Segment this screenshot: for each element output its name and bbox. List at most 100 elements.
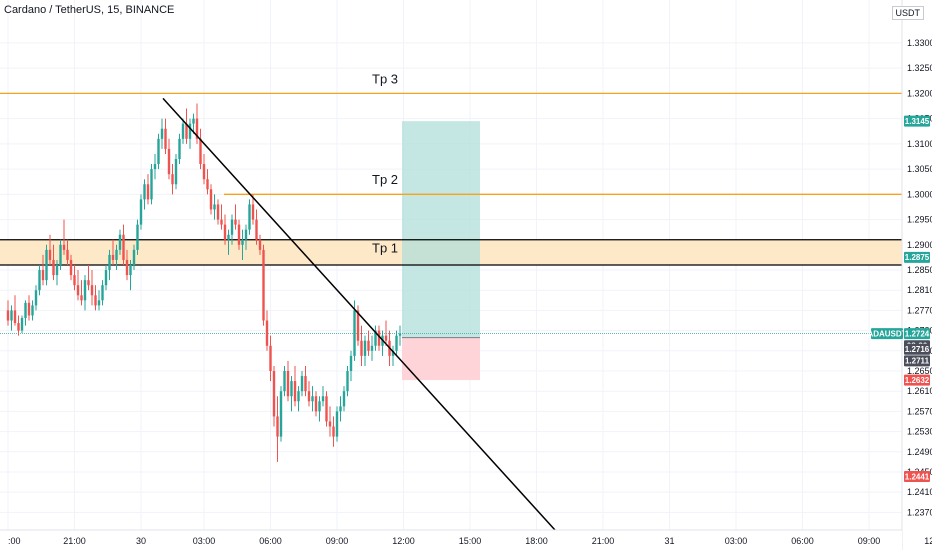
candle-body	[27, 302, 31, 316]
candle-body	[230, 219, 234, 235]
time-tick-label: 03:00	[193, 536, 216, 546]
price-tick-label: 1.2650	[907, 366, 932, 376]
price-tick-label: 1.2570	[907, 406, 932, 416]
candle-body	[104, 270, 108, 286]
currency-label[interactable]: USDT	[891, 6, 924, 20]
price-badge	[904, 251, 930, 263]
candle-body	[332, 426, 335, 437]
candle-body	[335, 411, 339, 437]
candle-body	[227, 234, 230, 240]
candle-body	[6, 310, 10, 321]
candle-body	[146, 184, 150, 200]
candle-body	[59, 244, 62, 265]
candle-body	[311, 396, 314, 402]
candle-body	[216, 204, 220, 220]
tp-labels: Tp 3 Tp 2 Tp 1	[372, 71, 398, 255]
candle-body	[143, 184, 146, 200]
price-tick-label: 1.3000	[907, 189, 932, 199]
price-badge-label: 1.2441	[905, 472, 930, 481]
candle-body	[209, 189, 213, 210]
candle-body	[178, 138, 181, 159]
price-tick-label: 1.2950	[907, 215, 932, 225]
candle-body	[17, 323, 20, 331]
candle-body	[41, 270, 45, 281]
candle-body	[251, 204, 255, 220]
time-tick-label: 12:00	[392, 536, 415, 546]
tp-label-1: Tp 1	[372, 240, 398, 255]
candle-body	[363, 340, 367, 356]
time-tick-label: 06:00	[791, 536, 814, 546]
candle-body	[13, 310, 17, 324]
candle-body	[237, 224, 241, 245]
candle-body	[150, 169, 153, 200]
candle-body	[34, 290, 38, 306]
candle-body	[339, 406, 342, 412]
candle-body	[199, 138, 202, 165]
candle-body	[290, 381, 293, 397]
candle-body	[45, 249, 48, 281]
candle-body	[129, 265, 132, 276]
time-tick-label: 09:00	[326, 536, 349, 546]
candle-body	[234, 219, 237, 225]
candle-body	[24, 302, 27, 318]
candle-body	[181, 123, 185, 139]
price-badge	[871, 328, 903, 340]
price-tick-label: 1.2530	[907, 427, 932, 437]
candle-body	[153, 164, 157, 170]
candle-body	[293, 381, 297, 402]
candle-body	[367, 340, 370, 351]
candle-body	[223, 224, 227, 240]
chart-title: Cardano / TetherUS, 15, BINANCE	[4, 4, 175, 16]
price-badge	[904, 374, 930, 386]
candle-body	[69, 259, 73, 276]
time-tick-label: 21:00	[592, 536, 615, 546]
candle-body	[206, 179, 209, 190]
horizontal-lines[interactable]	[0, 92, 902, 335]
candle-body	[255, 219, 258, 240]
time-axis[interactable]: :00 21:00 30 03:00 06:00 09:00 12:00 15:00 18:00…	[0, 529, 932, 550]
candle-body	[304, 376, 307, 392]
candle-body	[108, 254, 111, 271]
time-tick-label: 30	[136, 536, 146, 546]
price-tick-label: 1.2770	[907, 305, 932, 315]
candle-body	[269, 345, 272, 371]
target-area	[402, 121, 480, 338]
time-axis-bg	[0, 530, 902, 550]
candle-body	[384, 335, 388, 341]
candle-body	[38, 270, 41, 291]
price-badge	[904, 115, 930, 127]
candle-body	[297, 391, 300, 402]
candle-body	[136, 224, 139, 250]
candle-body	[202, 164, 206, 180]
candle-body	[83, 280, 87, 301]
candle-body	[307, 391, 311, 402]
price-badges: 1.31451.2875ADAUSDT1.272408:261.27161.27…	[867, 115, 930, 482]
candle-body	[258, 239, 262, 250]
candle-body	[157, 138, 160, 165]
candle-body	[244, 229, 248, 240]
candle-body	[192, 118, 195, 124]
long-position-tool[interactable]	[402, 121, 480, 381]
price-badge-label: ADAUSDT	[867, 329, 906, 338]
candle-body	[262, 249, 265, 321]
candle-body	[87, 280, 90, 286]
trendline[interactable]	[162, 97, 556, 531]
candle-body	[90, 285, 94, 296]
candle-body	[164, 128, 167, 149]
price-tick-label: 1.2900	[907, 240, 932, 250]
price-badge-label: 1.2716	[905, 345, 930, 354]
candle-body	[374, 330, 377, 346]
candle-body	[328, 421, 332, 427]
candle-body	[318, 401, 321, 412]
candles	[6, 103, 402, 462]
price-badge	[904, 343, 930, 355]
candle-body	[115, 249, 118, 260]
candle-body	[20, 318, 24, 331]
time-tick-label: 21:00	[63, 536, 86, 546]
candle-body	[174, 159, 178, 185]
candle-body	[220, 219, 223, 225]
candle-body	[31, 305, 34, 316]
price-axis[interactable]: 1.33001.32501.32001.31501.31001.30501.30…	[901, 0, 932, 550]
candle-body	[342, 391, 346, 407]
